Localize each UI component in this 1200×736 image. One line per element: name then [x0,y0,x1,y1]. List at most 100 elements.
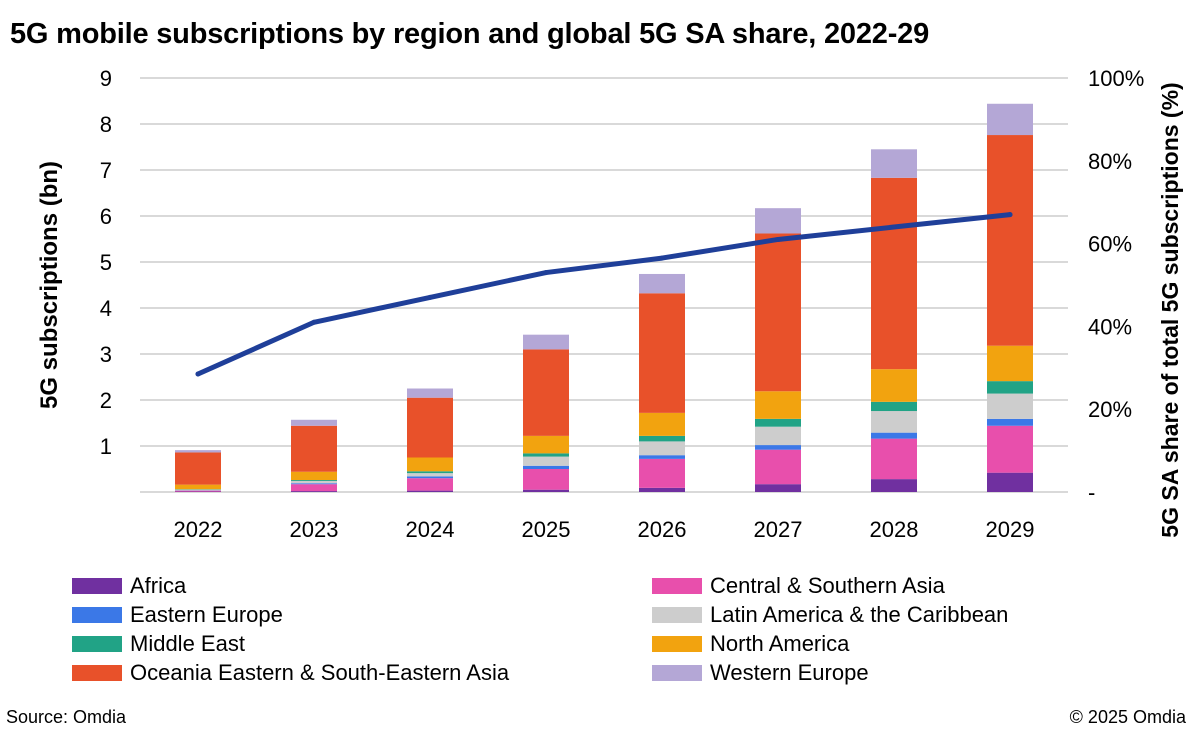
sa-share-point [427,294,433,300]
legend-label: Western Europe [710,660,869,685]
legend-swatch [652,607,702,623]
legend-swatch [652,665,702,681]
x-tick-label: 2029 [986,517,1035,542]
bar-segment [175,490,221,492]
legend-item: Africa [72,572,186,600]
bar-segment [291,483,337,485]
bar-segment [987,393,1033,419]
bar-segment [871,177,917,370]
legend-label: Central & Southern Asia [710,573,945,598]
y-tick-label: 3 [100,342,112,367]
legend-item: Western Europe [652,659,869,687]
bar-segment [407,471,453,474]
x-tick-label: 2022 [174,517,223,542]
y2-tick-label: 80% [1088,149,1132,174]
y2-tick-label: 100% [1088,66,1144,91]
legend-label: Africa [130,573,187,598]
legend-item: Latin America & the Caribbean [652,601,1008,629]
y2-tick-label: - [1088,480,1095,505]
legend-swatch [72,636,122,652]
bar-segment [639,455,685,459]
legend-swatch [652,636,702,652]
source-note: Source: Omdia [6,707,127,727]
y-tick-label: 2 [100,388,112,413]
sa-share-point [775,236,781,242]
legend-swatch [652,578,702,594]
bar-segment [755,208,801,234]
bar-segment [987,135,1033,346]
bar-segment [523,349,569,436]
bar-segment [175,489,221,491]
bar-segment [871,432,917,439]
bar-segment [407,478,453,491]
legend-label: North America [710,631,850,656]
bar-segment [639,441,685,456]
legend-label: Oceania Eastern & South-Eastern Asia [130,660,510,685]
copyright-note: © 2025 Omdia [1069,707,1186,727]
chart-legend: Africa Eastern Europe Middle East Oceania E… [72,572,1172,697]
legend-label: Eastern Europe [130,602,283,627]
bar-segment [871,411,917,433]
bar-segment [407,457,453,472]
bar-segment [175,450,221,453]
bar-segment [523,456,569,466]
bar-segment [987,418,1033,426]
y2-tick-label: 20% [1088,397,1132,422]
bar-segment [291,484,337,492]
bar-segment [291,480,337,481]
legend-swatch [72,607,122,623]
bar-segment [639,273,685,294]
chart-plot: 1 2 3 4 5 6 7 8 9 - 20% 40% 60% 80% 100% 2022 2023 2024 20… [36,66,1183,542]
x-tick-label: 2028 [870,517,919,542]
bar-segment [639,487,685,492]
legend-item: Central & Southern Asia [652,572,945,600]
bar-segment [639,435,685,442]
bar-segment [407,476,453,479]
bar-segment [755,418,801,427]
x-tick-label: 2027 [754,517,803,542]
sa-share-point [1007,212,1013,218]
bar-segment [871,149,917,178]
y-tick-label: 4 [100,296,112,321]
y-tick-label: 9 [100,66,112,91]
y2-tick-label: 40% [1088,314,1132,339]
sa-share-point [311,319,317,325]
bar-segment [523,489,569,492]
legend-swatch [72,578,122,594]
bar-segment [291,419,337,426]
bar-segment [523,435,569,454]
bar-segment [523,465,569,469]
legend-item: Oceania Eastern & South-Eastern Asia [72,659,509,687]
bar-segment [175,452,221,485]
bar-segment [639,458,685,488]
bar-segment [407,473,453,477]
bar-segment [291,425,337,472]
bar-segment [987,425,1033,473]
bar-segment [987,103,1033,136]
y-tick-label: 1 [100,434,112,459]
y-tick-label: 8 [100,112,112,137]
bar-segment [871,438,917,480]
bar-segment [755,426,801,446]
bar-segment [407,388,453,398]
x-tick-label: 2023 [290,517,339,542]
legend-item: Middle East [72,630,245,658]
bar-segment [291,480,337,484]
y-tick-label: 7 [100,158,112,183]
bar-segment [407,397,453,458]
bar-segment [871,401,917,412]
sa-share-point [891,224,897,230]
bar-segment [291,491,337,492]
bar-segment [175,484,221,490]
sa-share-point [195,371,201,377]
bar-segment [407,490,453,492]
sa-share-point [543,270,549,276]
bar-segment [639,412,685,436]
legend-label: Latin America & the Caribbean [710,602,1009,627]
y2-axis-title: 5G SA share of total 5G subscriptions (%… [1157,82,1183,537]
chart-title: 5G mobile subscriptions by region and gl… [10,18,930,50]
legend-item: North America [652,630,849,658]
sa-share-point [659,255,665,261]
legend-label: Middle East [130,631,245,656]
y-axis-title: 5G subscriptions (bn) [36,161,63,409]
